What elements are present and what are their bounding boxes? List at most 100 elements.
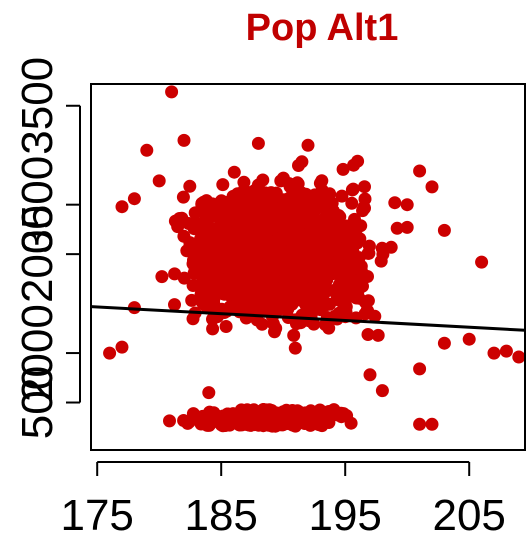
data-point [289, 200, 303, 214]
data-point [238, 233, 252, 247]
x-axis: 175 185 195 205 [60, 461, 506, 540]
data-point [306, 281, 320, 295]
data-point [390, 221, 404, 235]
data-point [315, 287, 329, 301]
data-point [425, 180, 439, 194]
data-point [437, 336, 451, 350]
data-point [258, 186, 272, 200]
regression-line [90, 305, 526, 332]
data-point [177, 133, 191, 147]
data-point [346, 182, 360, 196]
data-point [462, 332, 476, 346]
chart-title: Pop Alt1 [246, 7, 399, 49]
data-point [315, 419, 329, 433]
data-point [196, 409, 210, 423]
data-point [214, 212, 228, 226]
data-point [152, 174, 166, 188]
data-point [177, 271, 191, 285]
data-point [512, 350, 526, 364]
data-point [345, 285, 358, 299]
data-point [354, 219, 368, 233]
data-point [315, 174, 329, 188]
data-point [218, 195, 232, 209]
data-point [210, 237, 224, 251]
data-point [103, 346, 117, 360]
data-point [299, 187, 313, 201]
data-point [475, 255, 489, 269]
data-point [289, 317, 303, 331]
data-point [308, 270, 322, 284]
y-tick-label: 3500 [13, 156, 62, 254]
data-point [375, 384, 389, 398]
data-point [388, 196, 402, 210]
data-point [251, 136, 265, 150]
data-point [182, 415, 196, 429]
data-point [320, 311, 334, 324]
data-point [267, 271, 281, 285]
y-tick-label: 500 [13, 366, 62, 439]
data-point [186, 279, 200, 292]
x-tick-label: 175 [60, 491, 133, 540]
data-point [272, 211, 286, 225]
data-point [413, 417, 427, 431]
data-point [304, 222, 318, 236]
data-point [358, 201, 371, 215]
y-tick-label: 2000 [13, 304, 62, 402]
data-point [296, 272, 310, 286]
data-point [413, 362, 427, 376]
data-point [294, 226, 307, 240]
data-point [274, 174, 288, 188]
data-point [202, 386, 216, 400]
data-point [195, 198, 209, 212]
data-point [183, 240, 197, 253]
data-point [189, 216, 203, 230]
data-point [289, 292, 303, 306]
data-point [352, 251, 366, 265]
data-point [216, 178, 230, 192]
data-point [246, 408, 260, 421]
data-point [163, 414, 176, 428]
data-point [242, 418, 256, 432]
data-point [210, 410, 224, 424]
data-point [255, 276, 269, 290]
data-point [168, 267, 182, 281]
data-point [219, 320, 233, 333]
data-point [336, 162, 350, 176]
y-tick-label: 2000 [13, 205, 62, 303]
data-point [250, 212, 263, 226]
data-point [487, 346, 501, 360]
data-point [340, 409, 354, 423]
data-point [207, 256, 220, 270]
x-tick-label: 185 [184, 491, 257, 540]
data-point [171, 220, 185, 234]
data-point [317, 254, 331, 268]
data-point [292, 159, 305, 172]
data-point [284, 190, 298, 204]
data-point [345, 196, 359, 210]
data-point [358, 295, 372, 309]
data-point [346, 236, 360, 250]
data-point [271, 303, 285, 317]
data-point [176, 190, 190, 204]
data-point [248, 257, 262, 271]
data-point [371, 328, 385, 342]
data-point [302, 314, 316, 328]
data-point [363, 368, 377, 382]
data-point [318, 409, 332, 423]
y-tick-label: 3500 [13, 57, 62, 155]
data-point [499, 344, 513, 358]
data-point [361, 328, 375, 341]
data-point [236, 273, 250, 287]
data-point [329, 255, 343, 269]
data-point [190, 265, 204, 279]
data-point [215, 281, 229, 295]
data-point [248, 183, 262, 197]
data-point [400, 198, 414, 212]
data-point [337, 302, 351, 316]
data-point [298, 207, 312, 221]
x-tick-label: 195 [308, 491, 381, 540]
plot-frame [90, 83, 526, 451]
data-point [323, 187, 337, 201]
data-point [168, 298, 181, 312]
